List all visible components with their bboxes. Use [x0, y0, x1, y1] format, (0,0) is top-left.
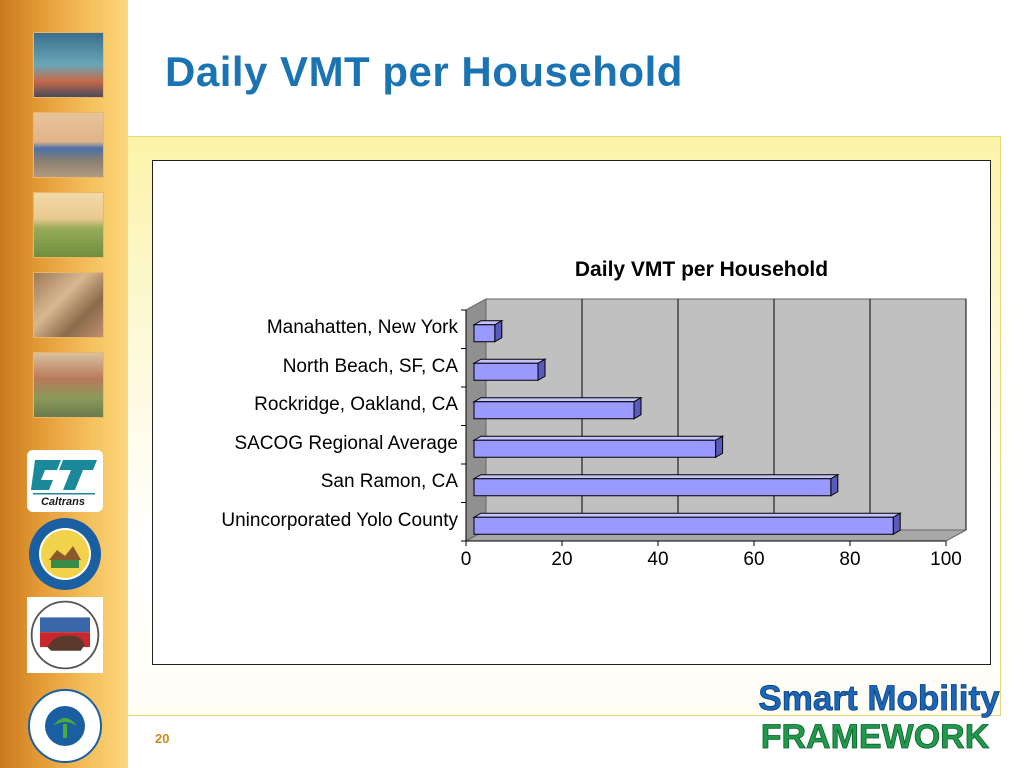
brand-line2: FRAMEWORK — [761, 718, 990, 752]
photo-landscape-road — [33, 192, 104, 258]
bar-2 — [472, 396, 643, 420]
caltrans-logo: Caltrans — [27, 450, 103, 512]
page-number: 20 — [155, 731, 170, 746]
smart-mobility-framework-logo: Smart Mobility FRAMEWORK — [758, 679, 1000, 752]
category-label: Manahatten, New York — [266, 317, 458, 339]
bar-3 — [472, 435, 725, 459]
chart-container: Daily VMT per Household Manahatten, New … — [152, 160, 991, 665]
planning-research-seal — [27, 597, 103, 673]
photo-truck — [33, 112, 104, 178]
x-tick-label: 60 — [743, 549, 765, 570]
bar-chart — [461, 298, 967, 546]
housing-community-development-seal — [29, 518, 101, 590]
category-label: Unincorporated Yolo County — [221, 509, 458, 531]
category-label: Rockridge, Oakland, CA — [254, 394, 458, 416]
bar-1 — [472, 358, 547, 382]
x-tick-label: 100 — [930, 549, 962, 570]
bar-0 — [472, 319, 504, 343]
category-label: San Ramon, CA — [320, 471, 458, 493]
brand-line1: Smart Mobility — [758, 679, 1000, 718]
x-tick-label: 80 — [839, 549, 861, 570]
bar-4 — [472, 473, 840, 497]
x-tick-label: 40 — [647, 549, 669, 570]
svg-text:Caltrans: Caltrans — [41, 496, 85, 508]
x-tick-label: 20 — [551, 549, 573, 570]
sidebar: Caltrans — [0, 0, 128, 768]
photo-city-street — [33, 272, 104, 338]
epa-seal — [28, 689, 102, 763]
slide-title: Daily VMT per Household — [165, 48, 683, 95]
category-label: SACOG Regional Average — [234, 432, 458, 454]
bar-5 — [472, 512, 903, 536]
chart-title: Daily VMT per Household — [574, 258, 829, 281]
category-label: North Beach, SF, CA — [282, 355, 458, 377]
photo-highway-night — [33, 32, 104, 98]
x-tick-label: 0 — [460, 549, 472, 570]
photo-houses — [33, 352, 104, 418]
